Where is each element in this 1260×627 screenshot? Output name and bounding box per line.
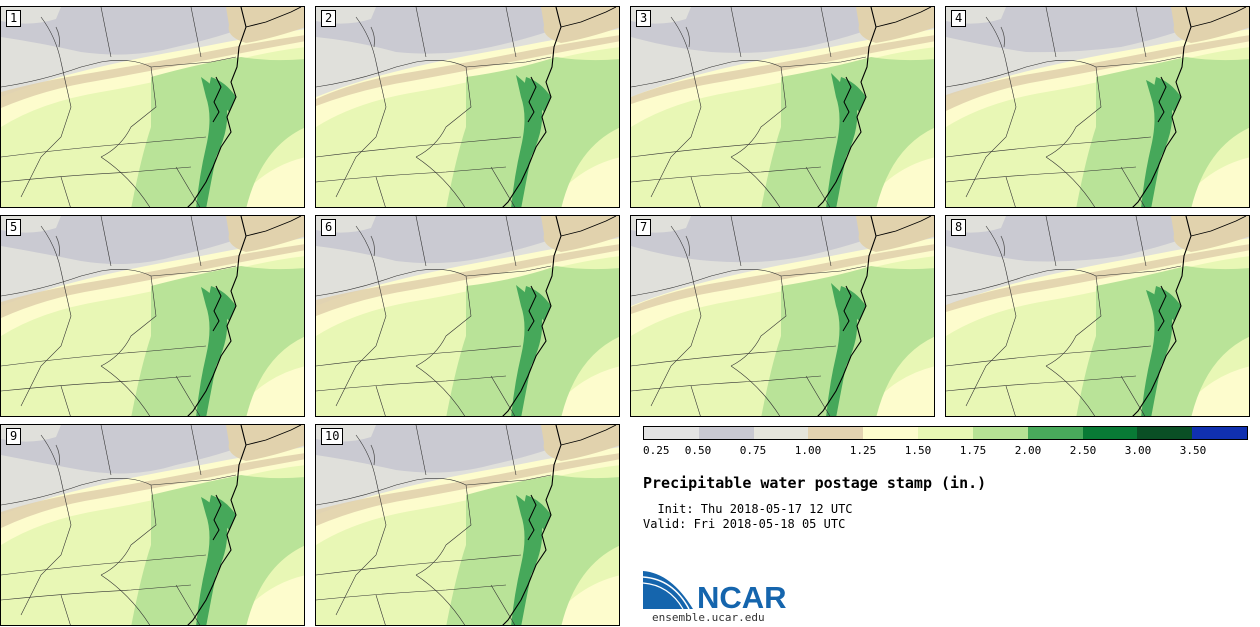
member-number-label: 7 (636, 219, 652, 236)
colorbar-swatch (1137, 427, 1193, 439)
ensemble-member-map: 1 (0, 6, 305, 208)
ensemble-member-map: 3 (630, 6, 935, 208)
product-title: Precipitable water postage stamp (in.) (643, 474, 987, 492)
colorbar-swatch (918, 427, 973, 439)
precipitable-water-map (316, 216, 619, 416)
member-number-label: 5 (6, 219, 22, 236)
colorbar-tick: 3.50 (1179, 444, 1207, 457)
precipitable-water-map (1, 425, 304, 625)
ensemble-member-map: 2 (315, 6, 620, 208)
precipitable-water-map (946, 216, 1249, 416)
member-number-label: 2 (321, 10, 337, 27)
colorbar-tick: 2.50 (1069, 444, 1097, 457)
colorbar-tick: 2.00 (1014, 444, 1042, 457)
precipitable-water-map (316, 7, 619, 207)
colorbar (643, 426, 1248, 440)
colorbar-swatch (698, 427, 754, 439)
colorbar-tick-labels: 0.25 0.50 0.75 1.00 1.25 1.50 1.75 2.00 2.50 3.00… (643, 444, 1248, 460)
colorbar-swatch (1192, 427, 1247, 439)
colorbar-swatch (644, 427, 699, 439)
precipitable-water-map (316, 425, 619, 625)
init-time: Init: Thu 2018-05-17 12 UTC (643, 502, 853, 516)
ensemble-member-map: 7 (630, 215, 935, 417)
colorbar-swatch (972, 427, 1028, 439)
precipitable-water-map (1, 7, 304, 207)
member-number-label: 3 (636, 10, 652, 27)
colorbar-tick: 0.25 (643, 444, 670, 457)
member-number-label: 6 (321, 219, 337, 236)
colorbar-swatch (863, 427, 919, 439)
ensemble-member-map: 4 (945, 6, 1250, 208)
member-number-label: 4 (951, 10, 967, 27)
colorbar-swatch (1027, 427, 1083, 439)
site-url: ensemble.ucar.edu (652, 611, 765, 624)
precipitable-water-map (631, 7, 934, 207)
precipitable-water-map (946, 7, 1249, 207)
colorbar-tick: 0.50 (684, 444, 712, 457)
ensemble-member-map: 10 (315, 424, 620, 626)
colorbar-tick: 1.25 (849, 444, 877, 457)
ncar-logo: NCAR (643, 571, 787, 611)
member-number-label: 10 (321, 428, 344, 445)
valid-time: Valid: Fri 2018-05-18 05 UTC (643, 517, 846, 531)
logo-wordmark: NCAR (697, 580, 787, 611)
colorbar-tick: 3.00 (1124, 444, 1152, 457)
colorbar-tick: 1.50 (904, 444, 932, 457)
colorbar-swatch (753, 427, 809, 439)
member-number-label: 8 (951, 219, 967, 236)
colorbar-tick: 1.75 (959, 444, 987, 457)
precipitable-water-map (1, 216, 304, 416)
precipitable-water-map (631, 216, 934, 416)
ensemble-member-map: 5 (0, 215, 305, 417)
colorbar-tick: 1.00 (794, 444, 822, 457)
ensemble-member-map: 8 (945, 215, 1250, 417)
member-number-label: 1 (6, 10, 22, 27)
ensemble-member-map: 9 (0, 424, 305, 626)
colorbar-swatch (1082, 427, 1138, 439)
colorbar-tick: 0.75 (739, 444, 767, 457)
ensemble-member-map: 6 (315, 215, 620, 417)
colorbar-swatch (808, 427, 864, 439)
member-number-label: 9 (6, 428, 22, 445)
